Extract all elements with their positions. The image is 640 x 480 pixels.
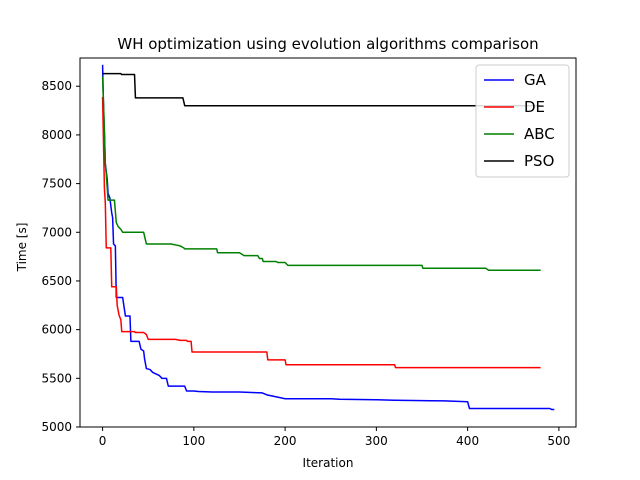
legend-box [475,64,570,178]
legend-label-de: DE [524,98,545,116]
series-line-ga [101,64,555,411]
x-tick-label: 0 [99,434,107,448]
legend-label-abc: ABC [524,125,555,143]
x-tick-label: 200 [274,434,297,448]
y-tick-label: 6000 [41,323,72,337]
plot-area [101,64,555,411]
series-line-de [101,96,541,369]
axes-frame [79,57,577,428]
legend: GA DE ABC PSO [475,64,570,178]
x-tick-label: 300 [365,434,388,448]
x-tick-label: 500 [547,434,570,448]
y-axis-label: Time [s] [15,223,29,273]
axes: 0 100 200 300 400 500 5000 5500 6000 6500 7000 7500… [41,57,577,448]
legend-label-ga: GA [524,71,547,89]
y-tick-label: 7000 [41,225,72,239]
series-line-abc [101,76,541,271]
y-tick-label: 5500 [41,371,72,385]
chart-title: WH optimization using evolution algorith… [117,35,538,53]
y-tick-label: 7500 [41,177,72,191]
legend-label-pso: PSO [524,152,554,170]
series-line-pso [102,72,541,107]
x-tick-label: 400 [456,434,479,448]
y-tick-label: 5000 [41,420,72,434]
y-tick-label: 8500 [41,79,72,93]
y-tick-label: 6500 [41,274,72,288]
x-axis-label: Iteration [303,456,354,470]
x-tick-label: 100 [182,434,205,448]
y-tick-label: 8000 [41,128,72,142]
